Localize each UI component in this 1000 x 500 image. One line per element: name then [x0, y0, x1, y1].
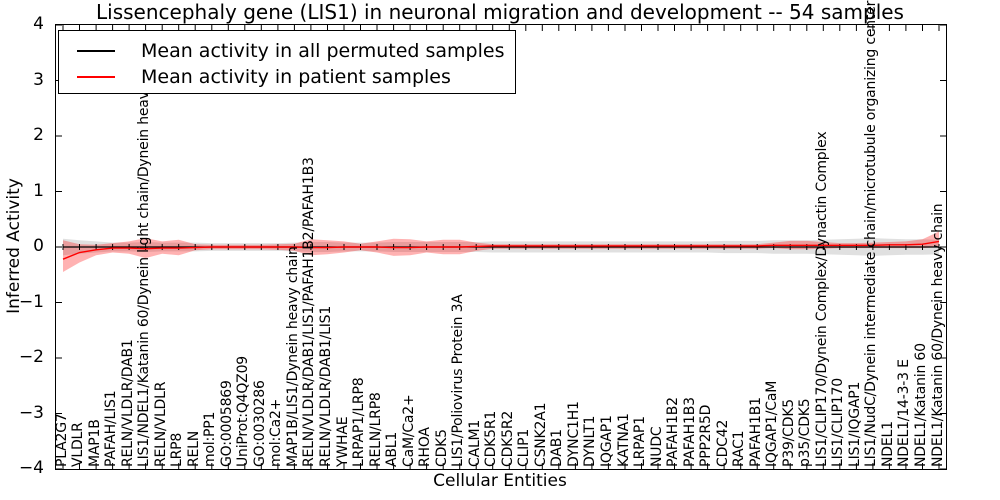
- x-tick-label: GO:0005869: [218, 380, 235, 467]
- x-tick-label: VLDLR: [70, 422, 86, 467]
- x-tick-label: mol:Ca2+: [268, 398, 285, 467]
- x-tick-label: GO:0030286: [251, 380, 268, 467]
- chart-title: Lissencephaly gene (LIS1) in neuronal mi…: [96, 0, 904, 24]
- x-tick-label: PPP2R5D: [698, 404, 715, 467]
- x-tick-label: CaM/Ca2+: [400, 394, 417, 467]
- plot-area: PLA2G7 VLDLR MAP1B PAFAH/LIS1 RELN/VLDLR/DAB…: [53, 0, 947, 470]
- x-tick-label: NUDC: [648, 426, 665, 467]
- x-tick-label: DYNLT1: [582, 415, 599, 467]
- x-tick-label: RAC1: [731, 430, 748, 467]
- y-tick-label: 0: [33, 236, 44, 256]
- x-tick-label: DAB1: [549, 429, 566, 467]
- x-tick-label: KATNA1: [615, 413, 632, 467]
- legend-label-patient: Mean activity in patient samples: [141, 66, 451, 88]
- x-tick-label: RELN/VLDLR/DAB1: [119, 339, 136, 467]
- x-tick-label: LRP8: [169, 432, 186, 467]
- x-tick-label: YWHAE: [334, 416, 351, 467]
- x-tick-label: CSNK2A1: [532, 402, 549, 467]
- legend-line-patient-icon: [77, 76, 115, 78]
- x-tick-label: MAP1B: [86, 419, 103, 467]
- x-tick-label: CDK5: [433, 429, 450, 467]
- x-tick-label: PLA2G7: [53, 413, 70, 467]
- x-tick-label: LRPAP1: [632, 416, 648, 467]
- x-tick-label: CLIP1: [516, 428, 533, 467]
- x-tick-label: RELN/LRP8: [367, 392, 384, 467]
- x-tick-label: PAFAH/LIS1: [103, 390, 120, 467]
- x-tick-label: LRPAP1/LRP8: [351, 377, 367, 467]
- x-tick-label: DYNC1H1: [565, 401, 582, 467]
- x-tick-label: IQGAP1: [598, 415, 615, 467]
- x-tick-label: ABL1: [384, 431, 401, 467]
- y-tick-label: −1: [18, 291, 44, 312]
- x-tick-label: LIS1/IQGAP1: [846, 381, 863, 467]
- x-tick-label: p35/CDK5: [797, 398, 814, 467]
- y-tick-label: −2: [18, 347, 44, 367]
- x-tick-label: PAFAH1B3: [681, 397, 698, 467]
- y-tick-label: −3: [18, 402, 44, 423]
- y-tick-labels: 4 3 2 1 0 −1 −2 −3 −4: [0, 14, 50, 478]
- legend-row-patient: Mean activity in patient samples: [73, 64, 515, 90]
- y-tick-label: 3: [33, 69, 44, 90]
- x-tick-label: CDK5R1: [483, 410, 500, 467]
- x-tick-label: LIS1/NDEL1/Katanin 60/Dynein light chain…: [136, 42, 153, 467]
- x-tick-label: CALM1: [466, 419, 483, 467]
- x-tick-label: P39/CDK5: [780, 398, 797, 467]
- plot-canvas: [56, 25, 946, 469]
- y-tick-label: 2: [33, 125, 44, 145]
- x-tick-label: PAFAH1B1: [747, 397, 764, 467]
- x-tick-label: NDEL1/Katanin 60/Dynein heavy chain: [929, 203, 946, 468]
- x-tick-label: RELN/VLDLR/DAB1/LIS1/PAFAH1B2/PAFAH1B3: [301, 157, 318, 467]
- x-tick-label: mol:PP1: [202, 411, 219, 467]
- legend: Mean activity in all permuted samples Me…: [58, 30, 516, 94]
- legend-row-permuted: Mean activity in all permuted samples: [73, 38, 515, 64]
- x-tick-label: IQGAP1/CaM: [764, 380, 781, 467]
- x-tick-label: LIS1/CLIP170/Dynein Complex/Dynactin Com…: [813, 131, 830, 467]
- x-tick-label: LIS1/Poliovirus Protein 3A: [450, 294, 467, 467]
- y-tick-label: 4: [33, 14, 44, 34]
- x-tick-label: RELN/VLDLR: [152, 381, 169, 467]
- x-tick-label: RELN/VLDLR/DAB1/LIS1: [318, 305, 334, 467]
- x-axis-label: Cellular Entities: [433, 471, 567, 491]
- y-tick-label: −4: [18, 458, 44, 478]
- x-tick-label: RELN: [185, 430, 202, 467]
- x-tick-label: NDEL1/Katanin 60: [913, 343, 929, 467]
- x-tick-label: CDK5R2: [499, 410, 516, 467]
- x-tick-label: UniProt:Q4QZ09: [235, 356, 252, 467]
- x-tick-label: LIS1/NudC/Dynein intermediate chain/micr…: [863, 0, 880, 467]
- y-tick-label: 1: [33, 180, 44, 201]
- legend-line-permuted-icon: [77, 50, 115, 52]
- x-tick-label: LIS1/CLIP170: [830, 378, 847, 467]
- x-tick-label: RHOA: [417, 427, 434, 467]
- x-tick-label: NDEL1: [879, 421, 896, 467]
- x-tick-label: NDEL1/14-3-3 E: [896, 359, 913, 467]
- y-axis-label: Inferred Activity: [4, 178, 24, 314]
- x-tick-label: CDC42: [714, 419, 731, 467]
- legend-label-permuted: Mean activity in all permuted samples: [141, 40, 505, 62]
- x-tick-label: PAFAH1B2: [665, 397, 681, 467]
- x-tick-label: MAP1B/LIS1/Dynein heavy chain: [284, 246, 301, 467]
